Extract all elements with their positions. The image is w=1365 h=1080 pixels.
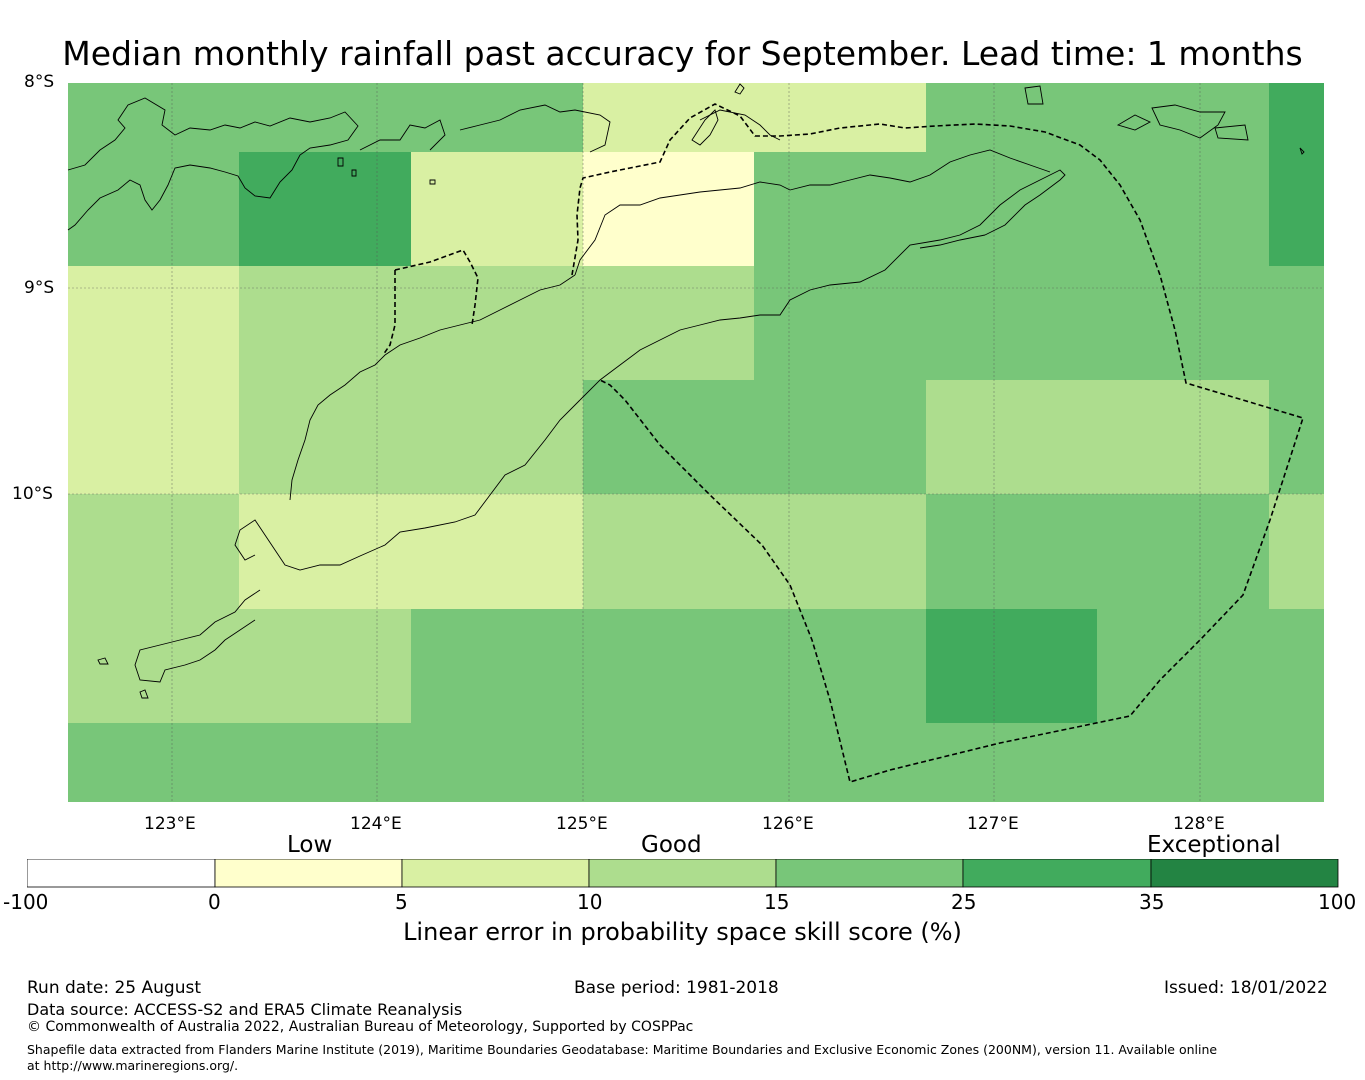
- grid-cell: [239, 494, 583, 609]
- grid-cell: [926, 380, 1269, 494]
- grid-cell: [583, 494, 926, 609]
- grid-cell: [239, 152, 411, 266]
- colorbar-segment: [214, 859, 403, 888]
- grid-cell: [68, 152, 239, 266]
- lon-label: 124°E: [350, 814, 402, 834]
- issued-date: Issued: 18/01/2022: [1164, 978, 1328, 998]
- colorbar: [27, 859, 1339, 888]
- copyright: © Commonwealth of Australia 2022, Austra…: [27, 1019, 694, 1035]
- colorbar-tick: 35: [1139, 890, 1165, 914]
- colorbar-segment: [401, 859, 590, 888]
- colorbar-segment: [588, 859, 777, 888]
- grid-cell: [583, 83, 926, 152]
- grid-cell: [68, 723, 1324, 802]
- base-period: Base period: 1981-2018: [574, 978, 779, 998]
- grid-cell: [1097, 609, 1324, 723]
- grid-cell: [583, 152, 754, 266]
- grid-cell: [754, 266, 1324, 380]
- colorbar-segment: [27, 859, 216, 888]
- lon-label: 123°E: [144, 814, 196, 834]
- grid-cell: [583, 380, 926, 494]
- lat-label: 8°S: [24, 72, 55, 92]
- lon-label: 125°E: [556, 814, 608, 834]
- colorbar-tick: 5: [395, 890, 408, 914]
- grid-cell: [926, 83, 1269, 152]
- colorbar-segment: [1150, 859, 1339, 888]
- grid-cell: [1269, 494, 1324, 609]
- grid-cell: [239, 266, 754, 380]
- grid-cell: [68, 494, 239, 609]
- legend-category-good: Good: [641, 832, 702, 858]
- grid-cell: [68, 266, 239, 380]
- colorbar-tick: 15: [764, 890, 790, 914]
- colorbar-tick: 0: [208, 890, 221, 914]
- grid-cell: [1269, 83, 1324, 152]
- grid-cell: [411, 609, 926, 723]
- grid-cell: [926, 494, 1269, 609]
- data-source: Data source: ACCESS-S2 and ERA5 Climate …: [27, 1000, 463, 1019]
- grid-cell: [1269, 152, 1324, 266]
- colorbar-tick: 100: [1318, 890, 1357, 914]
- legend-category-low: Low: [287, 832, 333, 858]
- grid-cell: [68, 83, 583, 152]
- colorbar-segment: [962, 859, 1152, 888]
- grid-cell: [68, 609, 411, 723]
- legend-category-exceptional: Exceptional: [1147, 832, 1281, 858]
- colorbar-tick: 10: [577, 890, 603, 914]
- lon-label: 127°E: [967, 814, 1019, 834]
- lon-label: 128°E: [1173, 814, 1225, 834]
- colorbar-tick: -100: [3, 890, 49, 914]
- grid-cell: [926, 609, 1097, 723]
- grid-cell: [239, 380, 583, 494]
- map-title: Median monthly rainfall past accuracy fo…: [62, 34, 1303, 73]
- skill-grid: [68, 83, 1324, 802]
- grid-cell: [754, 152, 1269, 266]
- graticule: [68, 83, 1324, 802]
- run-date: Run date: 25 August: [27, 978, 201, 998]
- colorbar-title: Linear error in probability space skill …: [403, 918, 962, 946]
- lon-label: 126°E: [762, 814, 814, 834]
- grid-cell: [68, 380, 239, 494]
- lat-label: 9°S: [24, 278, 55, 298]
- colorbar-tick: 25: [951, 890, 977, 914]
- lat-label: 10°S: [12, 484, 53, 504]
- colorbar-segment: [775, 859, 964, 888]
- grid-cell: [411, 152, 583, 266]
- maritime-boundary: [382, 103, 1305, 784]
- shapefile-credit: Shapefile data extracted from Flanders M…: [27, 1042, 1218, 1073]
